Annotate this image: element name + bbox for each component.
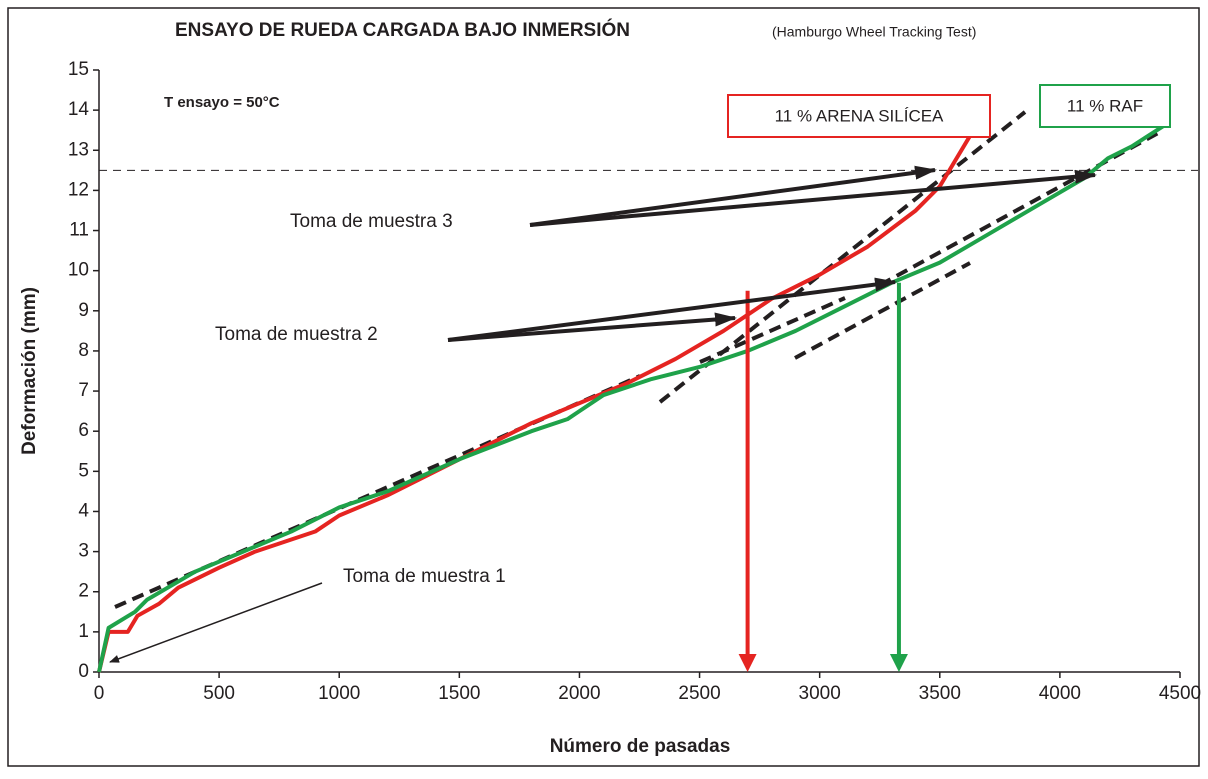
y-tick-label: 8 <box>78 340 89 361</box>
x-tick-label: 3000 <box>799 683 841 704</box>
legend-box <box>1039 84 1171 128</box>
y-tick-label: 11 <box>69 220 89 241</box>
y-tick-label: 5 <box>78 460 89 481</box>
annotation: Toma de muestra 2 <box>215 324 378 345</box>
callout-arrows <box>109 165 1097 663</box>
y-tick-label: 4 <box>78 500 89 521</box>
y-tick-label: 1 <box>78 621 89 642</box>
y-tick-label: 2 <box>78 581 89 602</box>
x-tick-label: 1000 <box>318 683 360 704</box>
chart-subtitle: (Hamburgo Wheel Tracking Test) <box>772 24 976 40</box>
x-tick-label: 4500 <box>1159 683 1201 704</box>
vertical-arrow-head <box>889 654 908 672</box>
x-axis-label: Número de pasadas <box>550 736 731 757</box>
vertical-arrow <box>889 282 908 672</box>
series-line <box>97 125 978 673</box>
y-tick-label: 9 <box>78 300 89 321</box>
x-tick-label: 0 <box>94 683 105 704</box>
y-tick-label: 13 <box>68 139 89 160</box>
annotation: Toma de muestra 3 <box>290 211 453 232</box>
chart-title: ENSAYO DE RUEDA CARGADA BAJO INMERSIÓN <box>175 19 630 41</box>
y-tick-label: 10 <box>68 260 89 281</box>
x-tick-label: 2000 <box>558 683 600 704</box>
annotation: Toma de muestra 1 <box>343 566 506 587</box>
y-tick-label: 12 <box>68 179 89 200</box>
legend-box <box>727 94 991 138</box>
series-line <box>97 124 1165 673</box>
vertical-arrow-head <box>738 654 757 672</box>
legend-label: 11 % RAF <box>1067 96 1143 115</box>
x-tick-label: 1500 <box>438 683 480 704</box>
legend-label: 11 % ARENA SILÍCEA <box>775 106 944 125</box>
y-tick-label: 0 <box>78 661 89 682</box>
y-tick-label: 7 <box>78 380 89 401</box>
y-tick-label: 14 <box>68 99 90 120</box>
y-axis-label: Deformación (mm) <box>19 287 40 455</box>
x-tick-label: 2500 <box>678 683 720 704</box>
y-tick-label: 6 <box>78 420 89 441</box>
y-tick-label: 3 <box>78 541 89 562</box>
y-tick-label: 15 <box>68 59 89 80</box>
annotation: T ensayo = 50°C <box>164 94 280 111</box>
tangent-lines <box>114 110 1161 609</box>
x-tick-label: 4000 <box>1039 683 1081 704</box>
x-tick-label: 500 <box>203 683 235 704</box>
frame <box>7 7 1200 767</box>
x-tick-label: 3500 <box>919 683 961 704</box>
vertical-arrow <box>738 290 757 672</box>
